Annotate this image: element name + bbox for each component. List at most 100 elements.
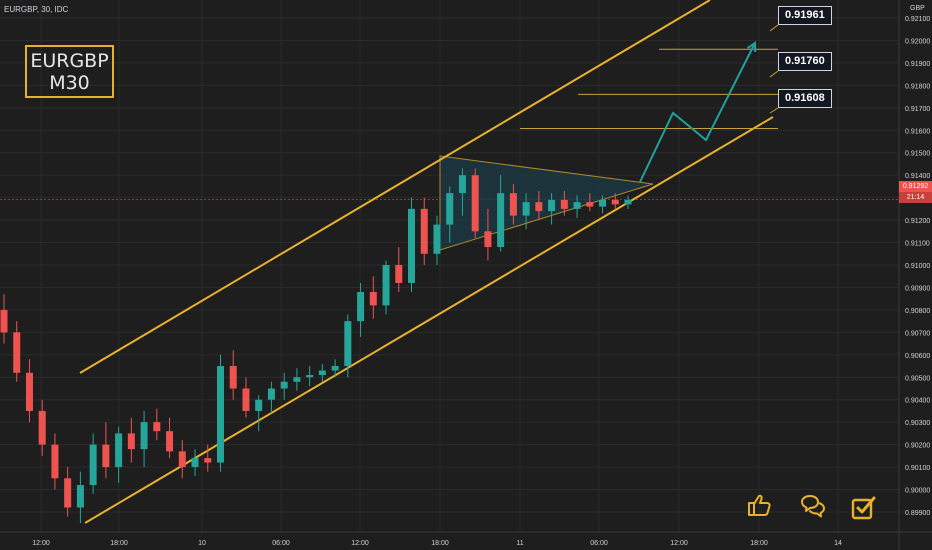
candle-body [140, 422, 148, 450]
candle-body [25, 372, 33, 411]
thumbs-up-icon[interactable] [745, 491, 773, 519]
candle-body [64, 478, 72, 508]
price-tick-label: 0.92100 [905, 16, 930, 23]
price-tick-label: 0.90900 [905, 285, 930, 292]
candle-body [242, 388, 250, 411]
candle-body [216, 366, 224, 463]
target-label-2: 0.91760 [778, 52, 832, 71]
candle-body [458, 175, 466, 194]
candle-body [51, 444, 59, 479]
time-tick-label: 06:00 [590, 540, 608, 547]
time-tick-label: 18:00 [110, 540, 128, 547]
time-tick-label: 18:00 [431, 540, 449, 547]
target-label-1: 0.91961 [778, 6, 832, 25]
triangle-pattern [439, 155, 654, 251]
candle-body [433, 224, 441, 254]
speech-bubbles-icon[interactable] [799, 492, 827, 520]
candle-body [548, 199, 556, 212]
candle-body [102, 444, 110, 468]
candle-body [344, 321, 352, 367]
candle-body [446, 193, 454, 225]
candle-body [331, 366, 339, 371]
candle-body [229, 366, 237, 389]
channel-lower-line [84, 116, 774, 524]
candle-body [38, 410, 46, 445]
price-tick-label: 0.91900 [905, 61, 930, 68]
candle-body [280, 381, 288, 389]
target-connector-2 [769, 70, 779, 78]
candle-body [471, 175, 479, 232]
currency-label: GBP [910, 5, 925, 12]
candle-body [306, 375, 314, 378]
time-tick-label: 14 [834, 540, 842, 547]
candle-body [408, 208, 416, 283]
price-tick-label: 0.91700 [905, 106, 930, 113]
price-tick-label: 0.91800 [905, 83, 930, 90]
price-tick-label: 0.91600 [905, 128, 930, 135]
time-tick-label: 12:00 [670, 540, 688, 547]
candle-body [255, 399, 263, 411]
candle-body [76, 485, 84, 508]
target-connector-3 [769, 107, 779, 114]
price-tick-label: 0.91200 [905, 218, 930, 225]
candle-body [0, 309, 8, 333]
candle-body [178, 451, 186, 468]
time-tick-label: 11 [516, 540, 523, 547]
price-tick-label: 0.91500 [905, 151, 930, 158]
title-symbol: EURGBP [30, 49, 109, 72]
price-tick-label: 0.90500 [905, 375, 930, 382]
grid [0, 0, 899, 532]
checkbox-icon[interactable] [850, 494, 878, 522]
target-label-3: 0.91608 [778, 89, 832, 108]
candle-body [395, 265, 403, 283]
price-tick-label: 0.90100 [905, 465, 930, 472]
candle-body [497, 193, 505, 248]
candle-body [89, 444, 97, 486]
symbol-header: EURGBP, 30, IDC [4, 5, 69, 14]
channel-upper-line [79, 0, 711, 374]
target-connector-1 [769, 24, 779, 32]
candle-body [153, 422, 161, 432]
time-tick-label: 18:00 [750, 540, 768, 547]
price-tick-label: 0.90300 [905, 420, 930, 427]
title-timeframe: M30 [49, 71, 90, 94]
time-tick-label: 10 [198, 540, 206, 547]
price-tick-label: 0.90400 [905, 398, 930, 405]
time-tick-label: 12:00 [32, 540, 50, 547]
price-tick-label: 0.90700 [905, 330, 930, 337]
price-tick-label: 0.91400 [905, 173, 930, 180]
candle-body [624, 199, 632, 205]
candle-body [166, 431, 174, 452]
countdown-tag: 21:14 [899, 192, 932, 203]
candles [0, 168, 632, 524]
candle-body [535, 202, 543, 212]
candle-body [573, 202, 581, 209]
current-price-tag: 0.91292 [899, 181, 932, 192]
candle-body [357, 291, 365, 322]
projection-arrowhead [747, 41, 757, 53]
candle-body [560, 199, 568, 209]
price-tick-label: 0.92000 [905, 38, 930, 45]
candle-body [267, 388, 275, 400]
price-tick-label: 0.89900 [905, 510, 930, 517]
candle-body [522, 202, 530, 216]
candle-body [369, 291, 377, 306]
price-tick-label: 0.90000 [905, 488, 930, 495]
candle-body [13, 332, 21, 373]
candle-body [599, 199, 607, 207]
candle-body [127, 433, 135, 450]
time-tick-label: 06:00 [272, 540, 290, 547]
candle-body [191, 458, 199, 468]
price-tick-label: 0.90200 [905, 443, 930, 450]
candle-body [204, 458, 212, 463]
time-tick-label: 12:00 [351, 540, 369, 547]
candle-body [420, 208, 428, 254]
price-tick-label: 0.90600 [905, 353, 930, 360]
candle-body [484, 231, 492, 248]
candle-body [382, 265, 390, 306]
candle-body [293, 377, 301, 382]
candle-body [509, 193, 517, 216]
price-tick-label: 0.91100 [905, 241, 930, 248]
candle-body [586, 202, 594, 207]
